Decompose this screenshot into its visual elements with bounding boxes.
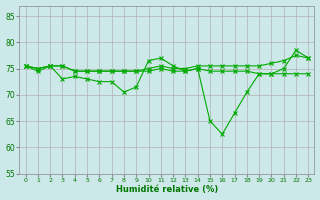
X-axis label: Humidité relative (%): Humidité relative (%)	[116, 185, 218, 194]
